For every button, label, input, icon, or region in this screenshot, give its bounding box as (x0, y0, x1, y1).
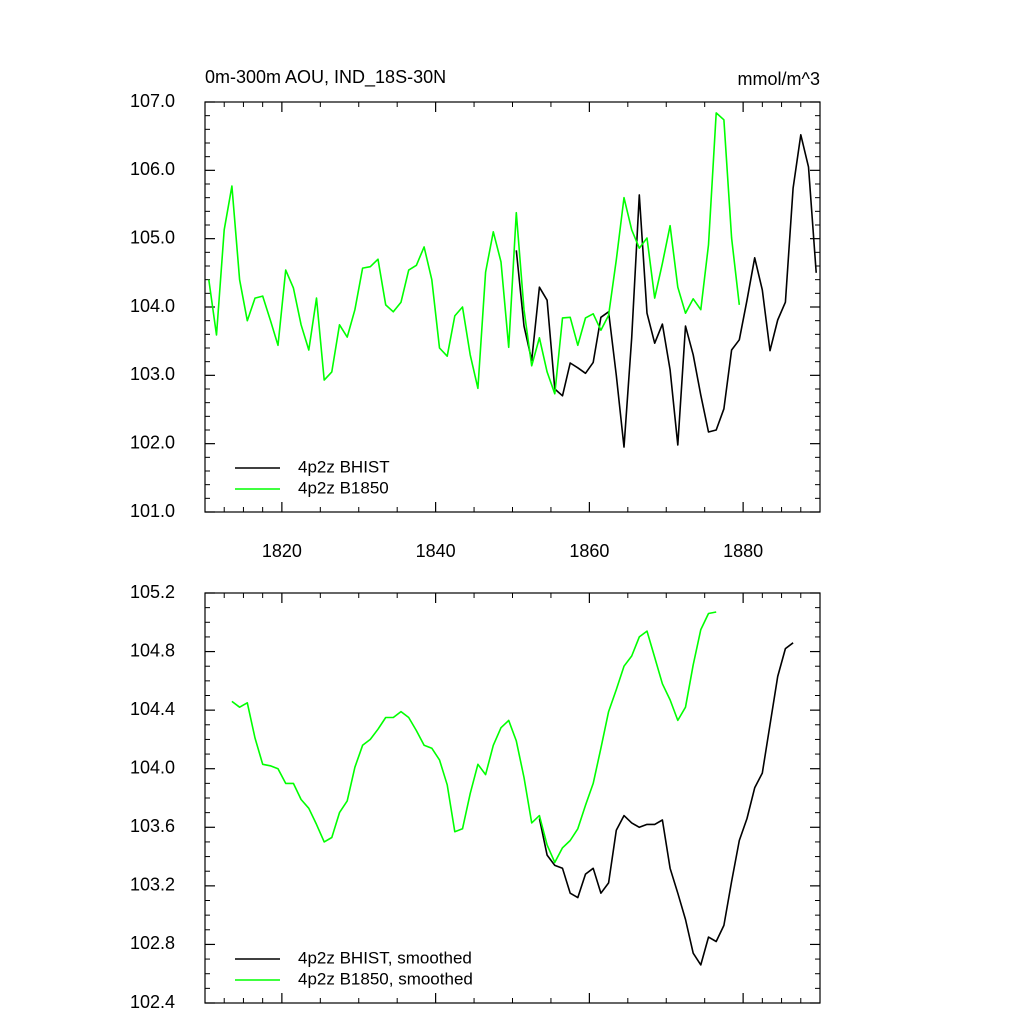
y-tick-label: 102.8 (130, 933, 175, 953)
units-label: mmol/m^3 (738, 69, 820, 89)
y-tick-label: 104.4 (130, 699, 175, 719)
x-tick-label: 1840 (416, 541, 456, 561)
y-tick-label: 104.0 (130, 296, 175, 316)
x-tick-label: 1820 (262, 541, 302, 561)
data-line (515, 134, 817, 448)
plot-frame (204, 592, 821, 1004)
y-tick-label: 105.2 (130, 582, 175, 602)
chart-title: 0m-300m AOU, IND_18S-30N (205, 67, 446, 88)
data-line (208, 112, 741, 395)
y-tick-label: 107.0 (130, 91, 175, 111)
y-tick-label: 105.0 (130, 227, 175, 247)
y-tick-label: 101.0 (130, 501, 175, 521)
legend-label: 4p2z BHIST (298, 457, 390, 476)
legend-label: 4p2z B1850 (298, 478, 389, 497)
y-tick-label: 102.0 (130, 432, 175, 452)
y-tick-label: 103.6 (130, 816, 175, 836)
y-tick-label: 104.0 (130, 757, 175, 777)
data-line (538, 642, 794, 966)
y-tick-label: 104.8 (130, 640, 175, 660)
legend-label: 4p2z B1850, smoothed (298, 969, 473, 988)
y-tick-label: 102.4 (130, 992, 175, 1012)
legend-label: 4p2z BHIST, smoothed (298, 948, 472, 967)
y-tick-label: 103.2 (130, 875, 175, 895)
x-tick-label: 1860 (569, 541, 609, 561)
y-tick-label: 103.0 (130, 364, 175, 384)
data-line (231, 611, 717, 864)
y-tick-label: 106.0 (130, 159, 175, 179)
x-tick-label: 1880 (723, 541, 763, 561)
